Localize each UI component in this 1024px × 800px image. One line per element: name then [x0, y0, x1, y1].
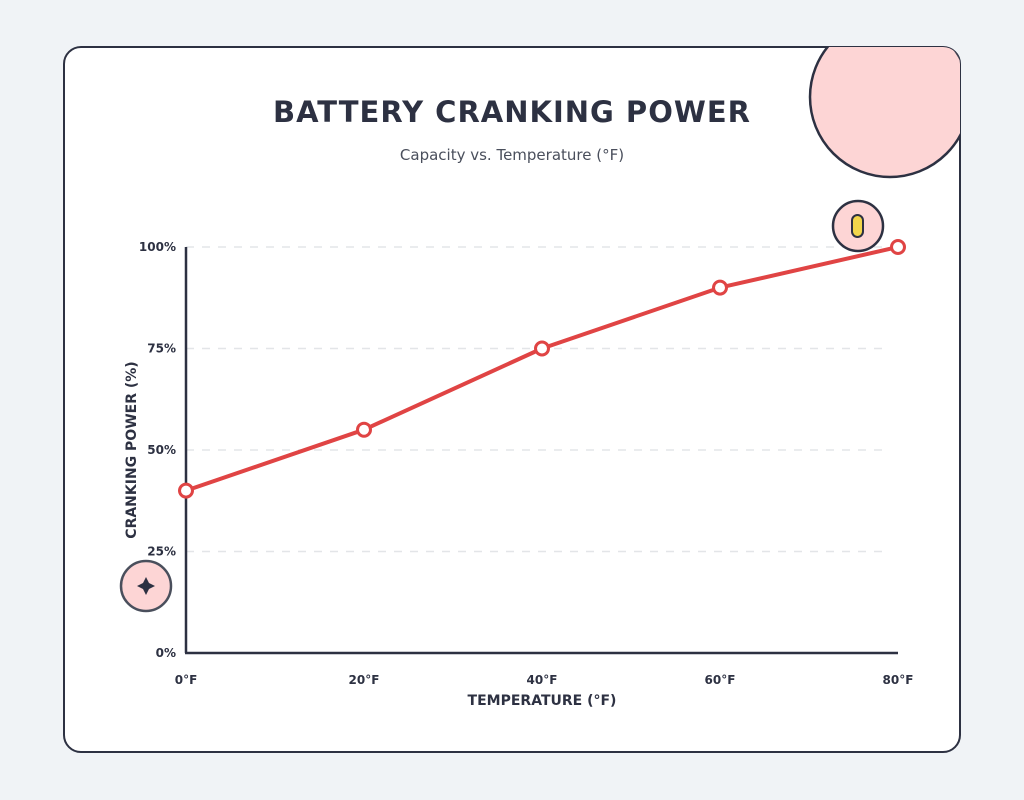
x-tick-label: 60°F: [705, 673, 736, 687]
data-point: [356, 421, 372, 438]
chart-card: [63, 46, 961, 753]
sparkle-badge: [119, 559, 173, 613]
series-line: [185, 245, 899, 493]
x-axis-label: TEMPERATURE (°F): [468, 693, 617, 709]
sparkle-icon: [137, 577, 155, 595]
chart-title: BATTERY CRANKING POWER: [273, 95, 751, 129]
y-tick-label: 100%: [139, 240, 176, 254]
data-point: [534, 340, 550, 357]
data-point: [712, 279, 728, 296]
y-axis-label: CRANKING POWER (%): [124, 361, 140, 538]
battery-badge: [831, 199, 885, 253]
y-tick-label: 25%: [147, 545, 176, 559]
y-tick-label: 75%: [147, 342, 176, 356]
x-tick-label: 40°F: [527, 673, 558, 687]
y-tick-label: 50%: [147, 443, 176, 457]
battery-cell-icon: [851, 214, 864, 238]
chart-subtitle: Capacity vs. Temperature (°F): [400, 146, 624, 164]
x-tick-label: 0°F: [175, 673, 198, 687]
x-tick-label: 20°F: [349, 673, 380, 687]
decorative-circle: [808, 47, 960, 179]
y-tick-label: 0%: [156, 646, 176, 660]
x-tick-label: 80°F: [883, 673, 914, 687]
data-point: [178, 482, 194, 499]
data-point: [890, 239, 906, 255]
